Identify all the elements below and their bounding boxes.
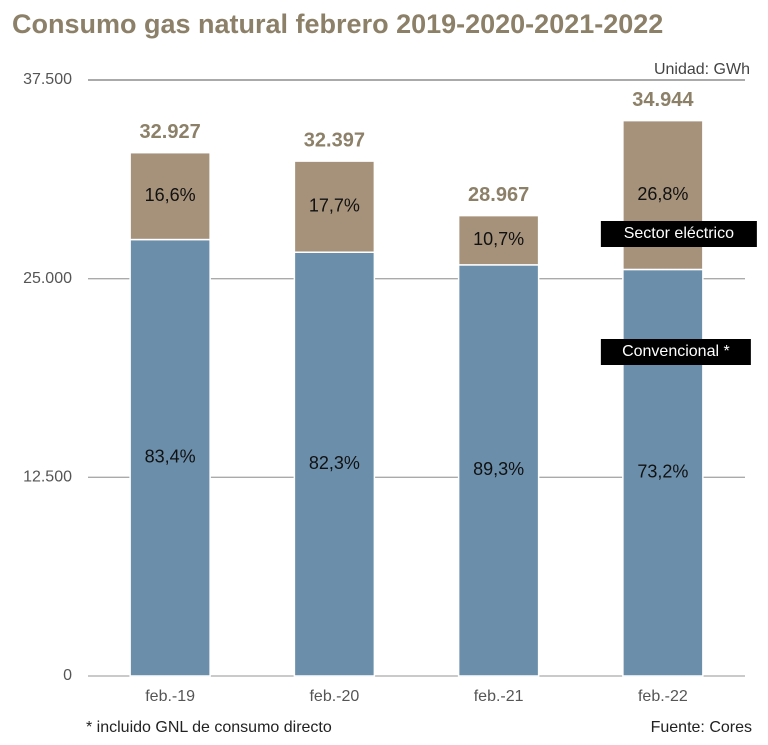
share-label: 17,7% — [309, 195, 360, 215]
y-tick-label: 12.500 — [23, 469, 72, 486]
share-label: 10,7% — [473, 229, 524, 249]
bar-segment — [457, 214, 540, 266]
bar-segment — [293, 160, 376, 253]
share-label: 82,3% — [309, 453, 360, 473]
bar-segment — [457, 264, 540, 677]
share-label: 89,3% — [473, 459, 524, 479]
share-label: 73,2% — [637, 461, 688, 481]
x-tick-label: feb.-22 — [638, 688, 688, 705]
share-label: 83,4% — [145, 447, 196, 467]
legend-box — [600, 339, 751, 365]
y-tick-label: 37.500 — [23, 71, 72, 88]
x-tick-label: feb.-20 — [309, 688, 359, 705]
bar-segment — [293, 251, 376, 677]
legend-label: Convencional * — [622, 343, 730, 360]
total-label: 32.397 — [304, 129, 365, 151]
share-label: 16,6% — [145, 185, 196, 205]
total-label: 32.927 — [140, 121, 201, 143]
bar-segment — [129, 238, 211, 677]
total-label: 34.944 — [632, 89, 694, 111]
share-label: 26,8% — [637, 184, 688, 204]
source: Fuente: Cores — [651, 719, 752, 736]
chart-title: Consumo gas natural febrero 2019-2020-20… — [12, 9, 663, 39]
y-tick-label: 25.000 — [23, 270, 72, 287]
unit-label: Unidad: GWh — [654, 61, 750, 78]
legend-label: Sector eléctrico — [624, 225, 734, 242]
legend-box — [600, 221, 757, 247]
footnote: * incluido GNL de consumo directo — [86, 719, 332, 736]
x-tick-label: feb.-19 — [145, 688, 195, 705]
total-label: 28.967 — [468, 184, 529, 206]
y-tick-label: 0 — [63, 667, 72, 684]
bar-segment — [622, 268, 704, 677]
x-tick-label: feb.-21 — [474, 688, 524, 705]
bar-segment — [129, 151, 211, 241]
